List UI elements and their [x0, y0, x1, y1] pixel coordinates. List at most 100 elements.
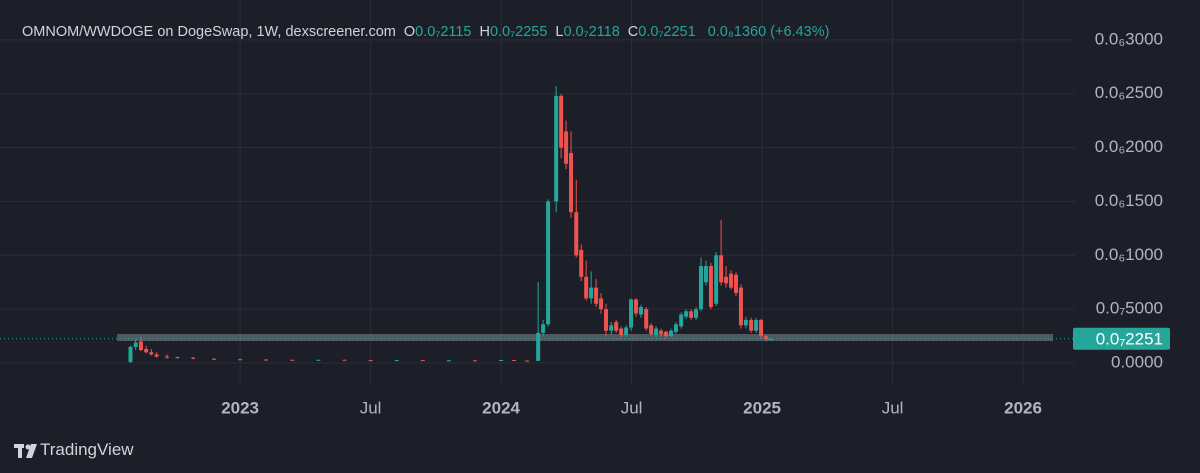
x-tick-label: 2024	[482, 398, 520, 417]
y-tick-label: 0.0000	[1111, 353, 1163, 372]
footer: TradingView	[14, 440, 134, 460]
legend-value: 0.0₇2118	[563, 24, 620, 40]
candle-body	[604, 309, 609, 331]
candle-body	[212, 358, 217, 360]
candle-body	[154, 354, 159, 357]
legend-label: L	[555, 24, 564, 40]
candle-body	[546, 201, 551, 325]
candle-body	[749, 319, 754, 331]
legend-label: H	[479, 24, 490, 40]
candle-body	[133, 342, 138, 347]
legend-value: 0.0₇2251	[638, 24, 696, 40]
candle-body	[574, 212, 579, 256]
candle-body	[664, 331, 669, 337]
candle-body	[768, 338, 773, 341]
branding: TradingView	[40, 440, 134, 459]
candle-body	[594, 287, 599, 304]
candle-body	[609, 325, 614, 331]
last-price-badge	[1073, 327, 1170, 350]
candle-body	[541, 324, 546, 333]
legend-label: C	[627, 24, 639, 40]
candle-body	[649, 325, 654, 334]
candle-body	[499, 360, 504, 362]
y-tick-label: 0.0₆3000	[1095, 29, 1163, 48]
candle-body	[554, 95, 559, 202]
candle-body	[264, 359, 269, 361]
candle-body	[316, 359, 321, 361]
horizontal-zone	[117, 334, 1053, 341]
candle-body	[754, 319, 759, 331]
y-tick-label: 0.0₆2000	[1095, 137, 1163, 156]
candle-body	[584, 276, 589, 299]
candle-body	[128, 346, 133, 362]
candle-body	[614, 322, 619, 331]
candle-body	[619, 328, 624, 336]
candle-body	[679, 314, 684, 327]
candle-body	[714, 255, 719, 304]
legend: OMNOM/WWDOGE on DogeSwap, 1W, dexscreene…	[22, 24, 829, 40]
candle-body	[763, 336, 768, 340]
candle-body	[708, 266, 713, 308]
candle-body	[149, 352, 154, 355]
candle-body	[579, 249, 584, 277]
legend-value: 0.0₇2255	[489, 24, 548, 40]
y-tick-label: 0.0₆2500	[1095, 83, 1163, 102]
candle-body	[564, 131, 569, 164]
x-tick-label: 2023	[221, 398, 259, 417]
candle-body	[599, 298, 604, 310]
candle-body	[144, 349, 149, 353]
y-tick-label: 0.0₆1500	[1095, 191, 1163, 210]
candle-body	[654, 328, 659, 336]
candle-body	[472, 360, 477, 362]
logo-icon	[14, 444, 37, 458]
candle-body	[668, 330, 673, 337]
last-price-label: 0.0₇2251	[1096, 329, 1163, 348]
candle-body	[394, 360, 399, 362]
candle-body	[175, 357, 180, 359]
y-tick-label: 0.0₆1000	[1095, 245, 1163, 264]
y-tick-label: 0.0₇5000	[1096, 299, 1163, 318]
candle-body	[729, 273, 734, 288]
candle-body	[191, 357, 196, 359]
candle-body	[420, 360, 425, 362]
candle-body	[689, 311, 694, 318]
x-tick-label: Jul	[360, 398, 382, 417]
candle-body	[629, 299, 634, 328]
candle-body	[569, 152, 574, 213]
candle-body	[368, 360, 373, 362]
candle-body	[644, 309, 649, 329]
candle-body	[699, 266, 704, 310]
candle-body	[446, 360, 451, 362]
candle-body	[138, 341, 143, 351]
x-tick-label: 2026	[1004, 398, 1042, 417]
candle-body	[290, 359, 295, 361]
candle-body	[165, 356, 170, 358]
candle-body	[342, 359, 347, 361]
candle-body	[634, 299, 639, 314]
candle-body	[536, 332, 541, 361]
legend-title: OMNOM/WWDOGE on DogeSwap, 1W, dexscreene…	[22, 24, 396, 40]
candle-body	[659, 330, 664, 334]
x-tick-label: 2025	[743, 398, 781, 417]
x-tick-label: Jul	[882, 398, 904, 417]
candle-body	[703, 266, 708, 283]
candle-body	[738, 287, 743, 326]
candle-body	[559, 95, 564, 148]
candle-body	[638, 307, 643, 315]
candle-body	[684, 311, 689, 317]
legend-change: 0.0₈1360 (+6.43%)	[707, 24, 830, 40]
candle-body	[759, 319, 764, 337]
candle-body	[589, 287, 594, 299]
legend-label: O	[403, 24, 416, 40]
candle-body	[238, 359, 243, 361]
candle-body	[743, 319, 748, 326]
candle-body	[525, 360, 530, 362]
candle-body	[673, 324, 678, 332]
candle-body	[733, 274, 738, 294]
candle-body	[512, 360, 517, 362]
candle-body	[719, 255, 724, 283]
candle-body	[724, 276, 729, 284]
